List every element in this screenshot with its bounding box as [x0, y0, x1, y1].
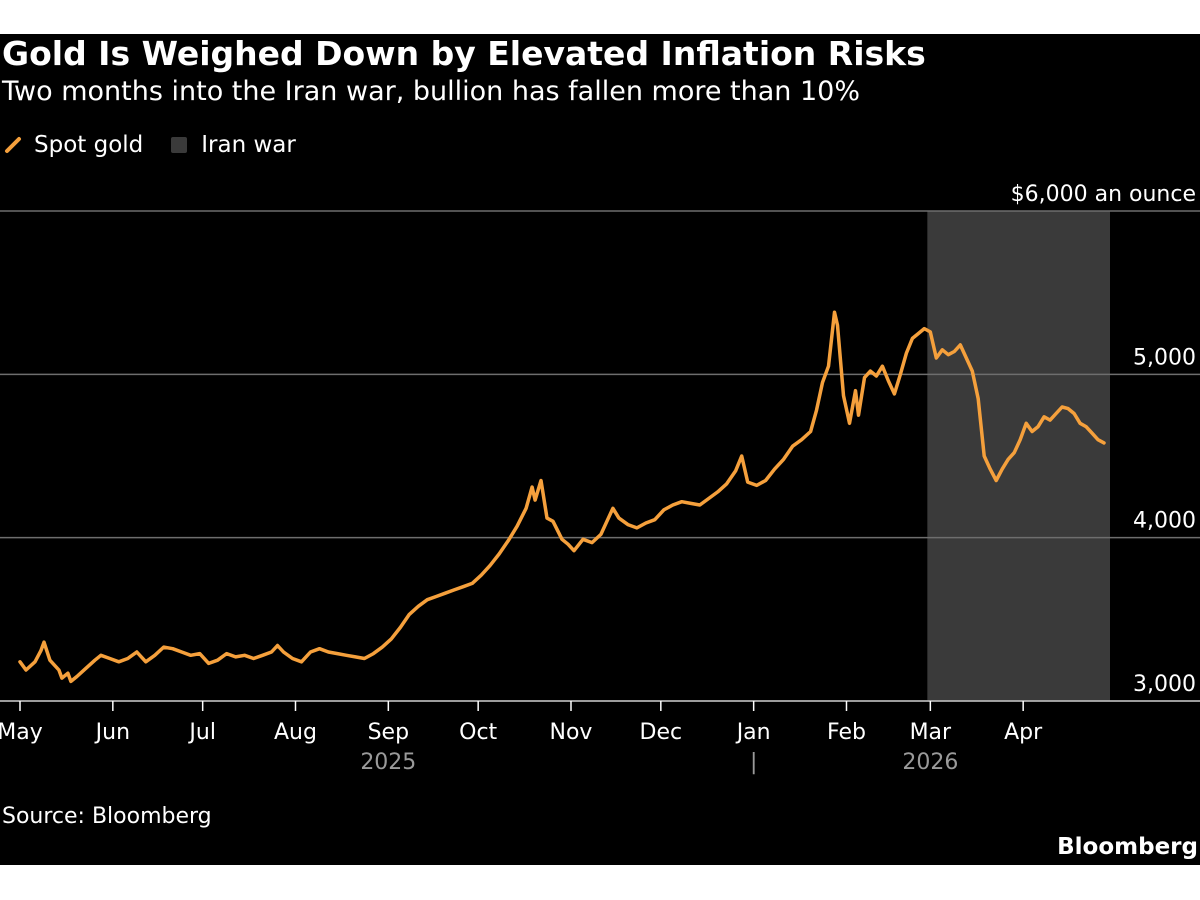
- chart-subtitle: Two months into the Iran war, bullion ha…: [2, 76, 860, 107]
- x-tick-label: Mar: [910, 720, 952, 745]
- source-note: Source: Bloomberg: [2, 804, 212, 829]
- x-tick-label: Nov: [550, 720, 593, 745]
- line-swatch-icon: [5, 137, 21, 153]
- x-tick-label: Dec: [640, 720, 683, 745]
- x-tick-label: Jan: [735, 720, 771, 745]
- chart-svg: $6,000 an ounce 5,000 4,000 3,000 May Jun Jul…: [0, 182, 1200, 775]
- x-tick-label: Feb: [827, 720, 866, 745]
- legend: Spot gold Iran war: [4, 132, 324, 158]
- year-label: 2026: [902, 750, 958, 775]
- shade-swatch-icon: [171, 137, 188, 153]
- x-tick-label: May: [0, 720, 43, 745]
- legend-label-iran-war: Iran war: [201, 132, 296, 158]
- series-line-spot-gold: [18, 310, 1106, 684]
- y-tick-label: 4,000: [1133, 509, 1196, 534]
- legend-label-spot-gold: Spot gold: [34, 132, 144, 158]
- year-label: 2025: [360, 750, 416, 775]
- x-tick-label: Oct: [459, 720, 497, 745]
- x-tick-label: Jul: [187, 720, 216, 745]
- chart-panel: Gold Is Weighed Down by Elevated Inflati…: [0, 34, 1200, 865]
- iran-war-shaded-region: [927, 211, 1111, 701]
- x-tick-label: Aug: [274, 720, 317, 745]
- brand-logo: Bloomberg: [1057, 834, 1198, 860]
- year-divider: |: [750, 750, 757, 775]
- x-tick-label: Jun: [94, 720, 130, 745]
- x-tick-label: Apr: [1004, 720, 1043, 745]
- y-tick-label: 3,000: [1133, 672, 1196, 697]
- legend-item-iran-war: Iran war: [171, 132, 296, 158]
- y-tick-label: $6,000 an ounce: [1011, 182, 1196, 207]
- x-tick-label: Sep: [368, 720, 409, 745]
- legend-item-spot-gold: Spot gold: [4, 132, 143, 158]
- y-tick-label: 5,000: [1133, 345, 1196, 370]
- chart-title: Gold Is Weighed Down by Elevated Inflati…: [2, 34, 926, 73]
